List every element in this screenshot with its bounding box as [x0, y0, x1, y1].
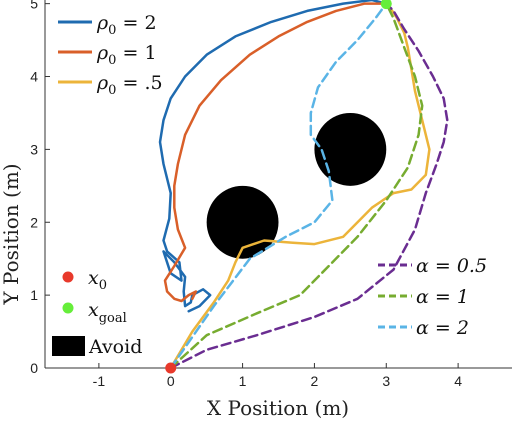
- series-rho-2: [163, 2, 384, 303]
- legend-rho-label: ρ0 = 2: [96, 12, 157, 38]
- legend-avoid-label: Avoid: [88, 336, 142, 358]
- plot-area: [45, 0, 512, 368]
- series-alpha-3: [169, 2, 388, 370]
- series-rho-3: [169, 2, 431, 370]
- legend-alpha-label: α = 0.5: [416, 255, 487, 277]
- y-tick-label: 0: [30, 360, 38, 376]
- legend-goal-label: xgoal: [88, 299, 127, 326]
- series-rho-1: [158, 0, 388, 313]
- legend-rho-label: ρ0 = 1: [96, 42, 157, 68]
- legend-start-swatch: [62, 271, 74, 283]
- legend-goal-swatch: [62, 302, 74, 314]
- legend-alpha-label: α = 1: [416, 286, 469, 308]
- legend-rho-label: ρ0 = .5: [96, 72, 163, 98]
- x-tick-label: 3: [382, 373, 390, 389]
- start-marker: [165, 362, 177, 374]
- goal-marker: [380, 0, 392, 10]
- x-tick-label: -1: [93, 373, 106, 389]
- obstacle-2: [314, 112, 387, 186]
- x-axis-title: X Position (m): [207, 396, 349, 420]
- y-tick-label: 1: [30, 287, 38, 303]
- legend-alpha: α = 0.5 α = 1 α = 2: [378, 255, 487, 339]
- series-alpha-1: [169, 2, 449, 370]
- y-tick-label: 4: [30, 69, 38, 85]
- y-tick-label: 3: [30, 141, 38, 157]
- series-layer: [158, 0, 449, 370]
- y-tick-label: 2: [30, 214, 38, 230]
- x-tick-label: 2: [311, 373, 319, 389]
- legend-markers: x0 xgoal Avoid: [52, 267, 142, 358]
- legend-rho: ρ0 = 2 ρ0 = 1 ρ0 = .5: [58, 12, 163, 98]
- legend-start-label: x0: [88, 267, 107, 293]
- legend-alpha-label: α = 2: [416, 317, 469, 339]
- y-axis-title: Y Position (m): [0, 163, 23, 305]
- x-tick-label: 4: [454, 373, 462, 389]
- markers: [165, 0, 392, 374]
- y-tick-label: 5: [30, 0, 38, 12]
- x-tick-label: 0: [167, 373, 175, 389]
- x-tick-label: 1: [239, 373, 247, 389]
- legend-avoid-swatch: [52, 336, 85, 356]
- series-alpha-2: [169, 2, 424, 370]
- ticks: -1 0 1 2 3 4 0 1 2 3 4 5: [30, 0, 462, 389]
